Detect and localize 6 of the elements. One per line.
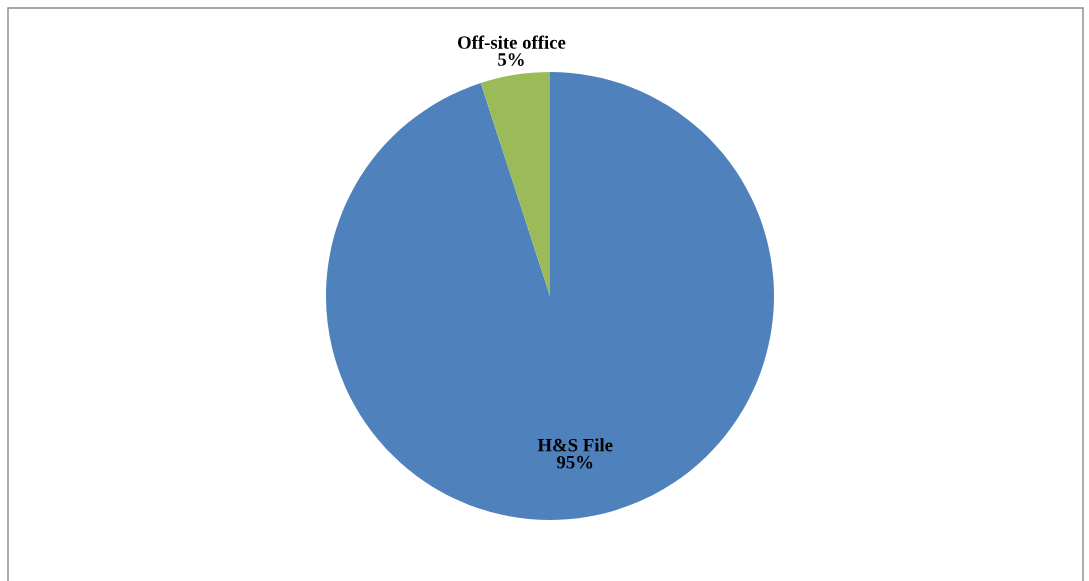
- data-label: 95%: [556, 455, 593, 469]
- pie-slice: [326, 72, 774, 520]
- pie-slice: [480, 72, 550, 296]
- data-label: 5%: [498, 53, 524, 66]
- slice-label: Off-site office: [457, 35, 566, 49]
- slice-label: H&S File: [537, 438, 613, 452]
